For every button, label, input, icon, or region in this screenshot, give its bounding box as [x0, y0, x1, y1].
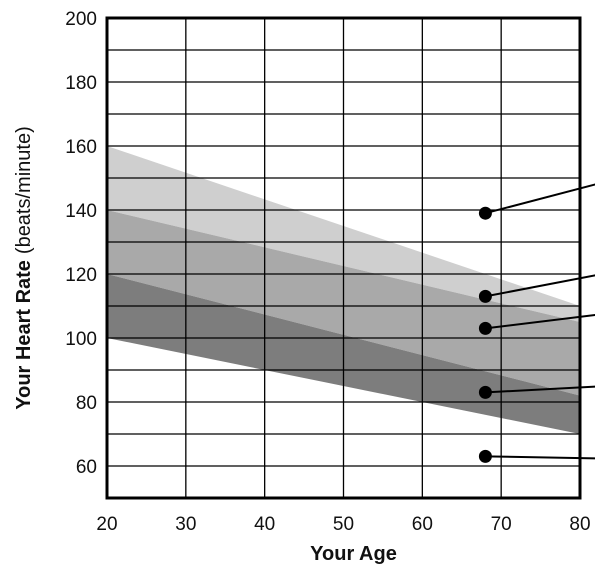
- y-tick-label: 160: [65, 137, 97, 158]
- callout-marker-dot: [478, 449, 492, 463]
- y-axis-title: Your Heart Rate (beats/minute): [13, 126, 35, 410]
- plot-frame: [105, 16, 582, 500]
- callout-leader-line: [485, 183, 595, 215]
- y-tick-labels: 60 80 100 120 140 160 180 200: [65, 9, 97, 478]
- callout-marker-dot: [478, 289, 492, 303]
- x-tick-label: 20: [96, 514, 117, 535]
- x-tick-label: 70: [491, 514, 512, 535]
- y-tick-label: 180: [65, 73, 97, 94]
- callout-marker-dot: [478, 385, 492, 399]
- x-tick-label: 60: [412, 514, 433, 535]
- callout-marker-dot: [478, 321, 492, 335]
- x-tick-label: 40: [254, 514, 275, 535]
- y-axis-title-unit: (beats/minute): [13, 126, 35, 254]
- callout-leader-line: [485, 455, 595, 460]
- y-tick-label: 120: [65, 265, 97, 286]
- x-tick-labels: 20 30 40 50 60 70 80: [96, 514, 590, 535]
- y-tick-label: 140: [65, 201, 97, 222]
- y-tick-label: 200: [65, 9, 97, 30]
- y-tick-label: 80: [76, 393, 97, 414]
- x-axis-title: Your Age: [310, 543, 397, 565]
- callout-leader-line: [485, 385, 595, 394]
- gridlines: [106, 17, 581, 499]
- callout-leader-line: [485, 314, 595, 330]
- callout-markers: [478, 183, 595, 463]
- y-tick-label: 100: [65, 329, 97, 350]
- x-tick-label: 50: [333, 514, 354, 535]
- x-tick-label: 30: [175, 514, 196, 535]
- callout-leader-line: [485, 274, 595, 298]
- callout-marker-dot: [478, 206, 492, 220]
- x-tick-label: 80: [569, 514, 590, 535]
- y-tick-label: 60: [76, 457, 97, 478]
- y-axis-title-main: Your Heart Rate: [13, 260, 35, 410]
